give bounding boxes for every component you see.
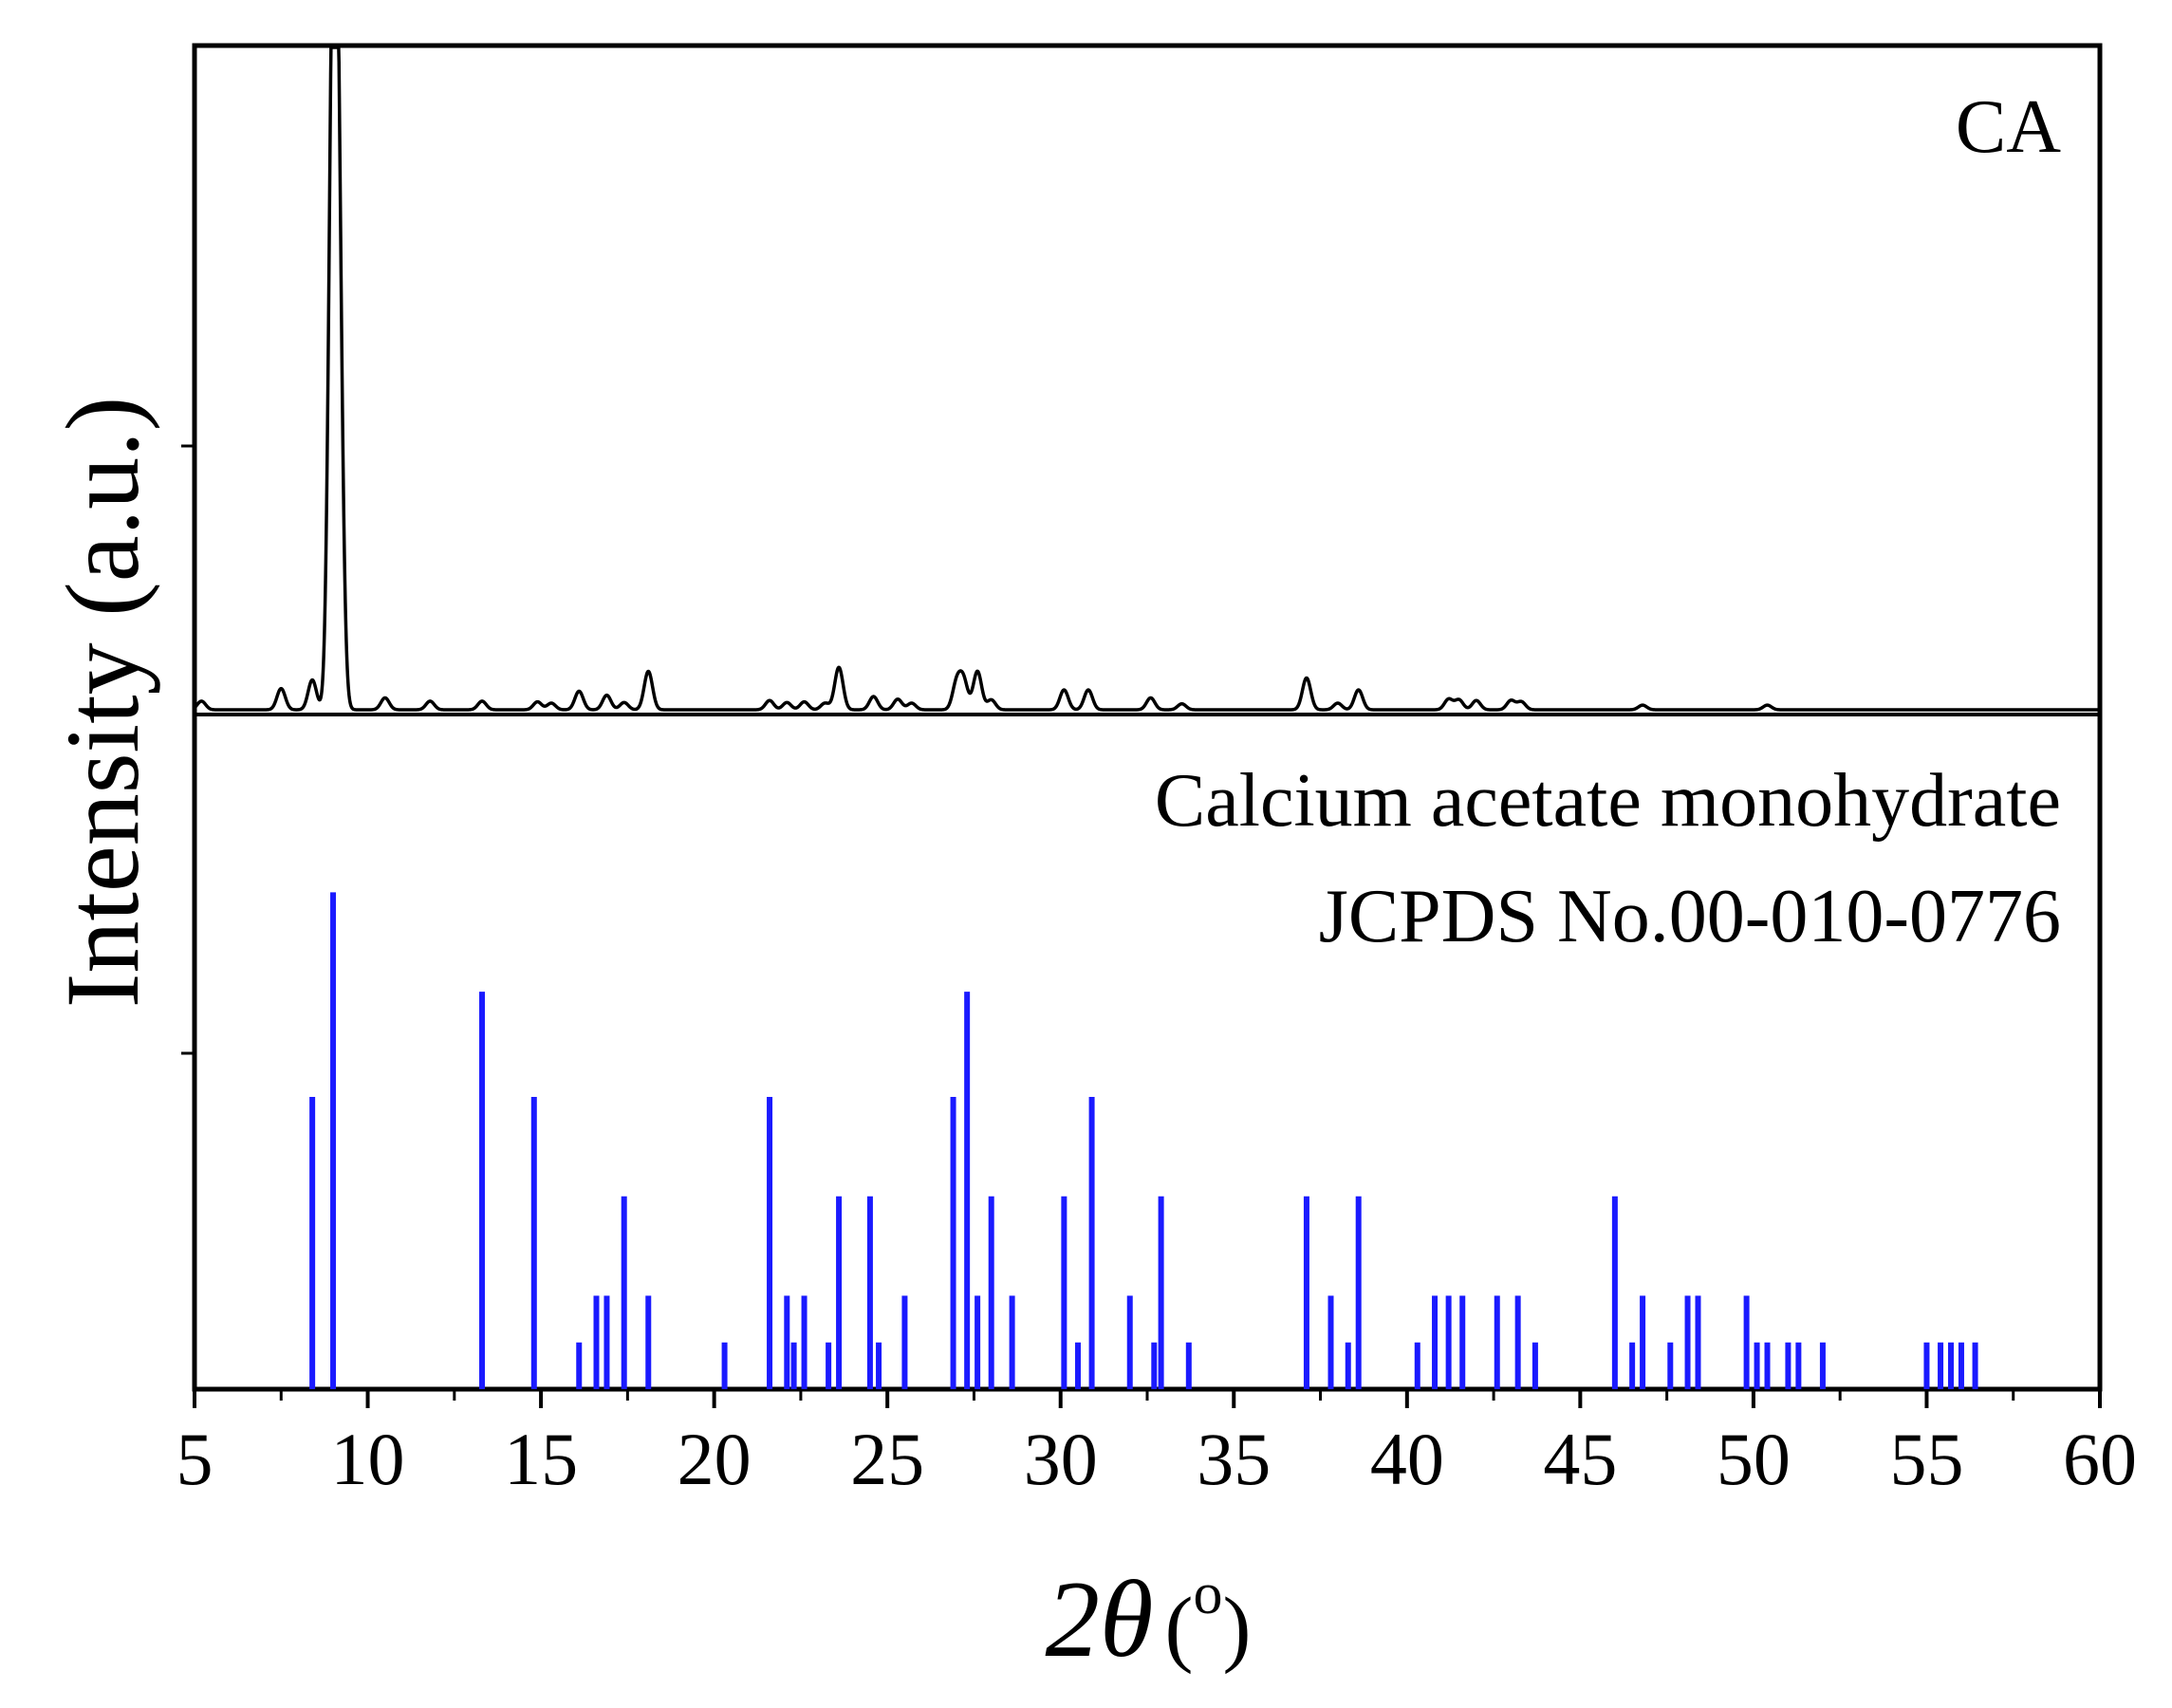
x-tick-label: 10: [331, 1418, 405, 1500]
x-tick-label: 40: [1370, 1418, 1444, 1500]
x-axis-label-prefix: 2: [1046, 1559, 1101, 1680]
x-tick-label: 15: [504, 1418, 578, 1500]
reference-sticks: [309, 892, 1978, 1389]
reference-name-label: Calcium acetate monohydrate: [1155, 759, 2061, 843]
axis-ticks: 5 10 15 20 25 30 35 40 45 50 55 60: [176, 444, 2137, 1500]
ca-pattern-line: [193, 46, 2102, 712]
x-tick-label: 60: [2063, 1418, 2137, 1500]
reference-card-label: JCPDS No.00-010-0776: [1319, 875, 2061, 958]
x-tick-label: 30: [1024, 1418, 1098, 1500]
x-tick-label: 5: [176, 1418, 213, 1500]
x-axis-label: 2θ (o): [1046, 1559, 1252, 1680]
ca-pattern: [193, 46, 2102, 712]
x-tick-label: 50: [1717, 1418, 1791, 1500]
x-tick-label: 20: [678, 1418, 752, 1500]
x-tick-label: 45: [1543, 1418, 1617, 1500]
x-tick-label: 35: [1197, 1418, 1271, 1500]
x-tick-label: 25: [850, 1418, 924, 1500]
y-axis-label: Intensity (a.u.): [45, 397, 160, 1009]
x-axis-label-unit: o: [1194, 1562, 1223, 1626]
x-tick-label: 55: [1889, 1418, 1963, 1500]
x-axis-label-symbol: θ: [1100, 1559, 1154, 1680]
x-axis-label-unit-open: (: [1165, 1581, 1194, 1675]
x-axis-label-unit-close: ): [1223, 1581, 1252, 1675]
panel-label-ca: CA: [1956, 85, 2061, 169]
